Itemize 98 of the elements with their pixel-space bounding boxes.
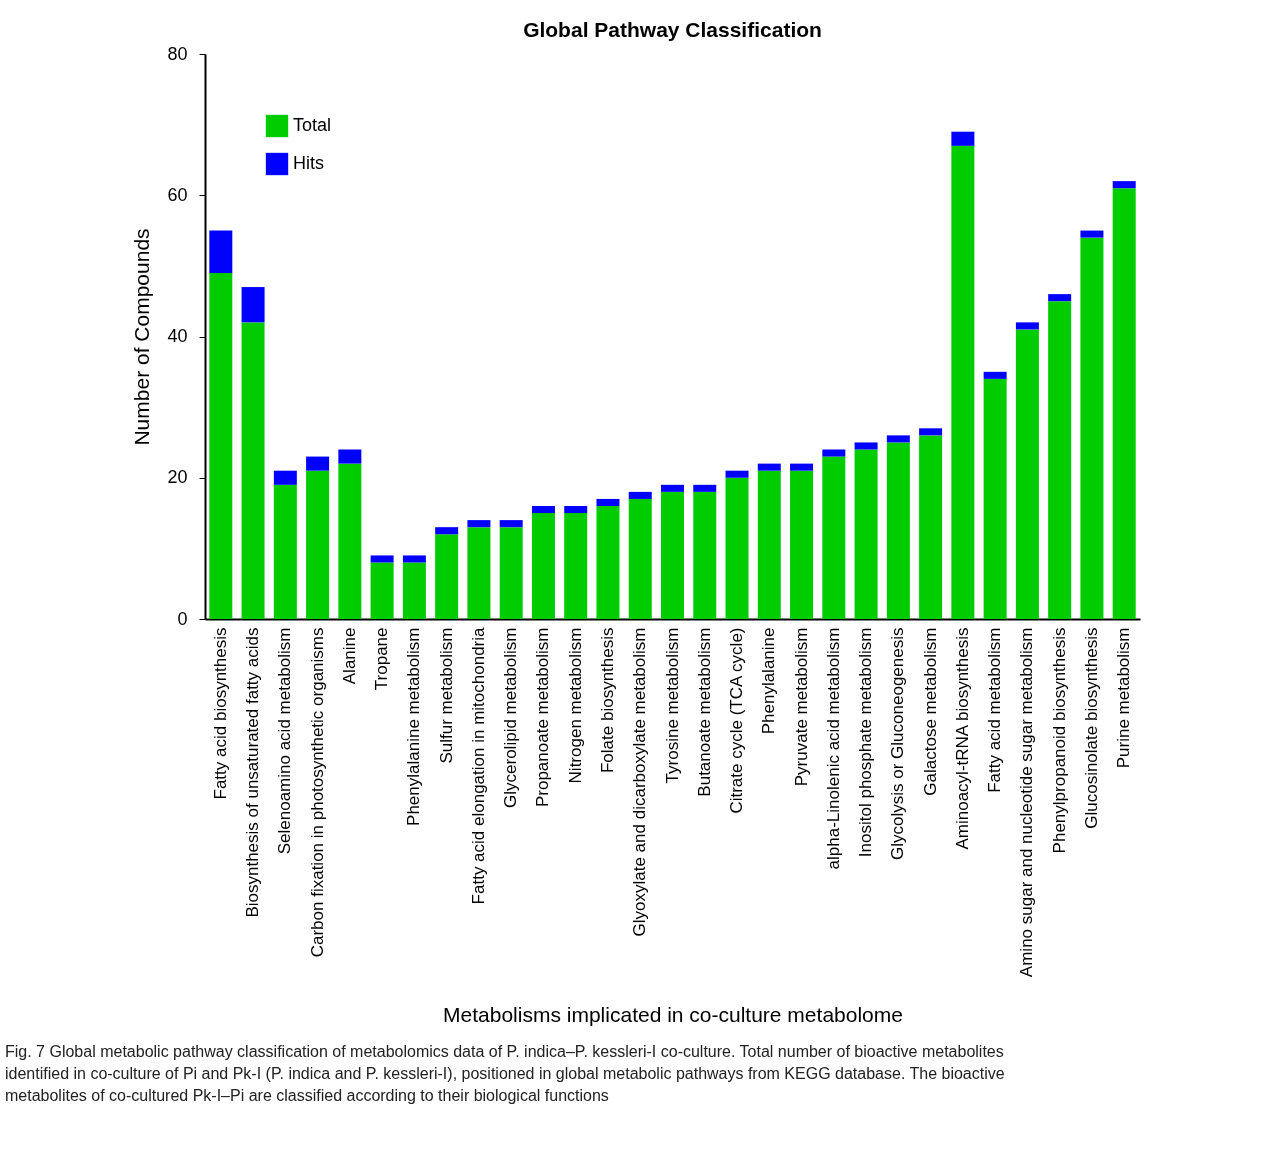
bar xyxy=(693,484,717,492)
bar xyxy=(854,449,878,619)
bar xyxy=(1048,294,1072,302)
x-tick-label: Biosynthesis of unsaturated fatty acids xyxy=(243,627,263,918)
x-tick-label: Carbon fixation in photosynthetic organisms xyxy=(307,627,327,958)
bar xyxy=(1112,188,1136,619)
bar xyxy=(725,470,749,478)
bar xyxy=(338,449,362,464)
legend-label: Hits xyxy=(293,153,324,173)
bar xyxy=(822,456,846,619)
bar xyxy=(596,498,620,506)
y-tick-label: 40 xyxy=(167,326,188,346)
x-tick-label: Butanoate metabolism xyxy=(694,627,714,797)
bar xyxy=(209,230,233,273)
bar xyxy=(661,491,684,619)
bar xyxy=(467,520,491,528)
bar xyxy=(1080,230,1104,238)
bar xyxy=(435,527,459,535)
bar xyxy=(628,498,652,619)
x-tick-label: Amino sugar and nucleotide sugar metabolism xyxy=(1017,627,1037,978)
bar xyxy=(919,428,943,436)
bar xyxy=(725,477,749,619)
bar xyxy=(273,484,297,619)
bar xyxy=(983,378,1007,619)
x-tick-label: Pyruvate metabolism xyxy=(791,627,811,787)
bar xyxy=(1048,301,1072,619)
y-tick-label: 60 xyxy=(167,184,188,205)
caption: Fig. 7 Global metabolic pathway classification of metabolomics data of P. indica–P. kessleri-I co-culture. Total number of bioactive metabolites identified in co-culture of Pi and Pk-I (P. indica and P. kessleri-I), positioned in global metabolic pathways from KEGG database. The bioactive metabolites of co-cultured Pk-I–Pi are classified according to their biological functions xyxy=(5,1043,1005,1104)
x-tick-label: Propanoate metabolism xyxy=(533,627,553,808)
x-tick-label: Glyoxylate and dicarboxylate metabolism xyxy=(630,627,650,937)
bar xyxy=(1080,237,1104,619)
bar xyxy=(499,527,523,619)
x-tick-label: Fatty acid elongation in mitochondria xyxy=(468,626,488,905)
legend-label: Total xyxy=(293,115,332,135)
bar xyxy=(693,491,717,619)
x-tick-label: alpha-Linolenic acid metabolism xyxy=(823,627,843,870)
x-tick-label: Nitrogen metabolism xyxy=(565,627,585,784)
bar xyxy=(886,435,910,443)
bar xyxy=(661,484,684,492)
bar xyxy=(886,442,910,619)
bar xyxy=(467,527,491,619)
x-tick-label: Citrate cycle (TCA cycle) xyxy=(727,627,747,814)
bar xyxy=(628,491,652,499)
x-tick-label: Fatty acid biosynthesis xyxy=(210,627,230,800)
bar xyxy=(402,555,426,563)
y-tick-label: 0 xyxy=(177,608,188,629)
bar xyxy=(1015,329,1039,619)
y-tick-label: 80 xyxy=(167,43,188,64)
bar xyxy=(790,463,814,471)
x-tick-label: Tyrosine metabolism xyxy=(662,627,682,784)
x-tick-label: Phenylalanine metabolism xyxy=(404,627,424,826)
bar xyxy=(499,520,523,528)
x-tick-label: Fatty acid metabolism xyxy=(985,627,1005,793)
bar xyxy=(370,562,394,619)
bar xyxy=(564,506,588,514)
bar xyxy=(531,513,555,619)
bar xyxy=(1112,181,1136,189)
bar xyxy=(854,442,878,450)
bar xyxy=(790,470,814,619)
bar xyxy=(241,287,265,323)
x-tick-label: Sulfur metabolism xyxy=(436,627,456,764)
bar xyxy=(531,506,555,514)
x-tick-label: Inositol phosphate metabolism xyxy=(856,627,876,858)
bar xyxy=(596,506,620,619)
bar xyxy=(919,435,943,619)
x-tick-label: Tropane xyxy=(372,627,392,691)
x-tick-label: Glycerolipid metabolism xyxy=(501,627,521,808)
x-tick-label: Glucosinolate biosynthesis xyxy=(1081,627,1101,829)
bar xyxy=(822,449,846,457)
bar xyxy=(241,322,265,619)
x-tick-label: Alanine xyxy=(339,627,359,685)
bar xyxy=(402,562,426,619)
bar xyxy=(983,371,1007,379)
x-tick-label: Galactose metabolism xyxy=(920,627,940,796)
bar xyxy=(564,513,588,619)
bar xyxy=(435,534,459,619)
bar xyxy=(757,463,781,471)
x-tick-label: Phenylpropanoid biosynthesis xyxy=(1049,627,1069,854)
y-tick-label: 20 xyxy=(167,467,188,488)
x-tick-label: Glycolysis or Gluconeogenesis xyxy=(888,627,908,860)
x-tick-label: Folate biosynthesis xyxy=(597,627,617,774)
bar xyxy=(273,470,297,485)
bar xyxy=(951,145,975,619)
bar xyxy=(306,456,330,471)
x-tick-label: Selenoamino acid metabolism xyxy=(275,627,295,855)
x-tick-label: Aminoacyl-tRNA biosynthesis xyxy=(952,627,972,850)
x-tick-label: Phenylalanine xyxy=(759,627,779,735)
bar xyxy=(1015,322,1039,330)
bar xyxy=(306,470,330,619)
bar xyxy=(209,272,233,619)
bar xyxy=(757,470,781,619)
bar xyxy=(951,131,975,146)
bar xyxy=(338,463,362,619)
x-tick-label: Purine metabolism xyxy=(1114,627,1134,769)
chart-title: Global Pathway Classification xyxy=(523,18,822,41)
x-axis-title: Metabolisms implicated in co-culture metabolome xyxy=(443,1002,903,1026)
y-axis-title: Number of Compounds xyxy=(130,228,154,446)
bar xyxy=(370,555,394,563)
